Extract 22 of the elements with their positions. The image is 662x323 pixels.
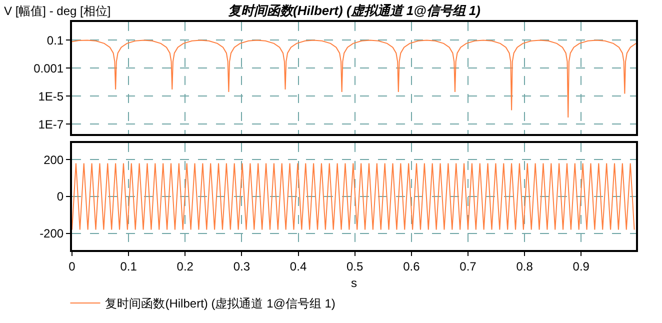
x-tick-label: 0.3 bbox=[233, 259, 250, 274]
y-tick-label: 0 bbox=[56, 190, 64, 204]
x-tick-label: 0.5 bbox=[346, 259, 364, 274]
x-axis-title: s bbox=[351, 276, 357, 290]
x-tick-label: 0 bbox=[68, 259, 76, 274]
y-tick-label: 1E-5 bbox=[38, 89, 64, 104]
legend-label: 复时间函数(Hilbert) (虚拟通道 1@信号组 1) bbox=[105, 296, 336, 311]
line-series bbox=[72, 40, 636, 118]
y-tick-label: 1E-7 bbox=[38, 117, 64, 132]
y-tick-label: -200 bbox=[40, 226, 64, 241]
x-tick-label: 0.1 bbox=[120, 259, 138, 274]
x-tick-label: 0.7 bbox=[460, 259, 477, 274]
x-tick-label: 0.6 bbox=[403, 259, 420, 274]
x-tick-label: 0.8 bbox=[516, 259, 534, 274]
y-tick-label: 200 bbox=[44, 152, 64, 167]
y-tick-label: 0.001 bbox=[34, 61, 64, 76]
y-tick-label: 0.1 bbox=[46, 33, 64, 48]
x-tick-label: 0.9 bbox=[572, 259, 590, 274]
y-axis-title: V [幅值] - deg [相位] bbox=[4, 4, 111, 18]
chart-title: 复时间函数(Hilbert) (虚拟通道 1@信号组 1) bbox=[228, 3, 480, 18]
x-tick-label: 0.4 bbox=[290, 259, 307, 274]
x-tick-label: 0.2 bbox=[176, 259, 194, 274]
